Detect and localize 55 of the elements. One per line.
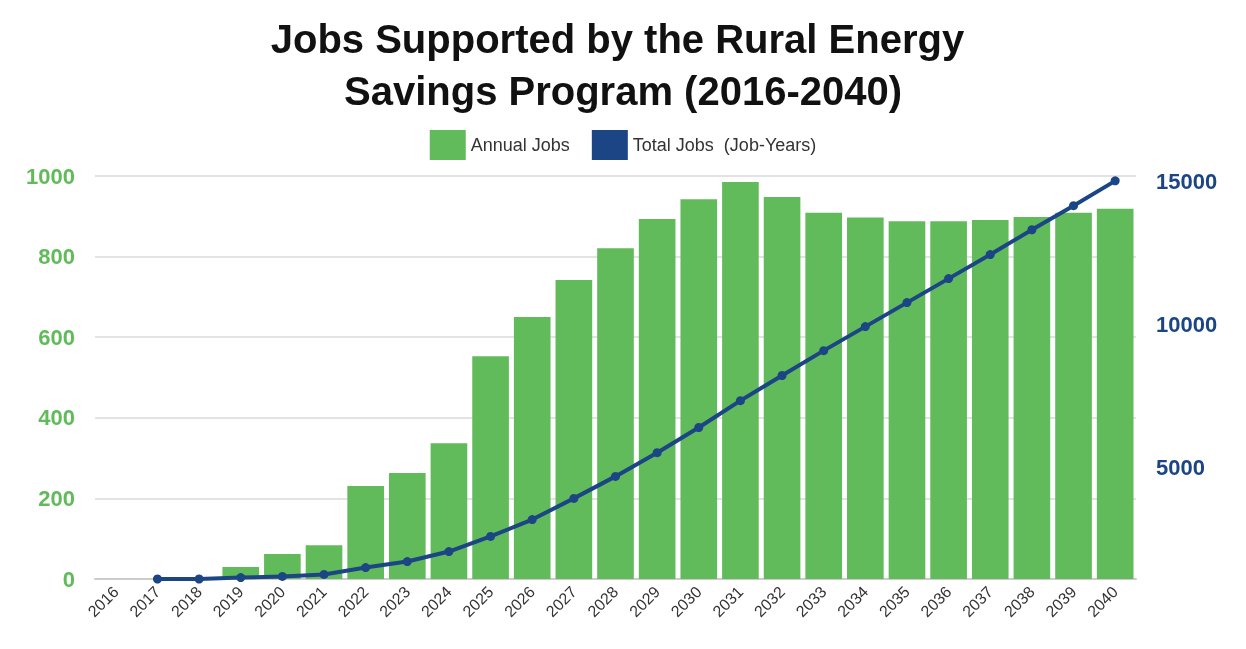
- bar: [971, 219, 1009, 579]
- bar: [513, 317, 551, 579]
- point: [236, 573, 246, 583]
- bar: [1096, 208, 1134, 579]
- point: [194, 574, 204, 584]
- bar: [930, 221, 967, 579]
- bar: [472, 356, 509, 579]
- bar: [638, 219, 676, 579]
- point: [694, 423, 704, 433]
- point: [819, 346, 829, 356]
- legend-label: Annual Jobs: [470, 135, 570, 155]
- point: [1027, 225, 1037, 235]
- point: [985, 250, 995, 260]
- bar: [722, 182, 759, 579]
- y2-tick-label: 15000: [1156, 169, 1218, 195]
- point: [1069, 201, 1079, 211]
- point: [735, 396, 745, 406]
- point: [277, 571, 287, 581]
- bar: [347, 485, 384, 579]
- y2-tick-label: 10000: [1156, 312, 1218, 338]
- bar: [805, 212, 843, 579]
- point: [652, 448, 662, 458]
- bar: [1055, 212, 1092, 579]
- point: [1110, 176, 1120, 186]
- point: [402, 557, 412, 567]
- point: [944, 274, 954, 284]
- point: [319, 569, 329, 579]
- point: [152, 574, 162, 584]
- point: [777, 371, 787, 380]
- bar: [847, 217, 884, 579]
- y-tick-label: 1000: [26, 163, 75, 189]
- bar: [888, 221, 926, 579]
- y-tick-label: 200: [38, 485, 75, 511]
- bar: [680, 199, 718, 579]
- point: [569, 493, 579, 503]
- point: [611, 471, 620, 481]
- bar: [763, 196, 801, 579]
- y-tick-label: 600: [38, 324, 75, 350]
- bar: [1013, 217, 1051, 579]
- point: [860, 322, 870, 332]
- point: [361, 563, 371, 573]
- point: [444, 547, 454, 557]
- chart-title: Jobs Supported by the Rural Energy Savings Program (2016-2040): [270, 17, 976, 113]
- bar: [597, 248, 634, 579]
- point: [527, 515, 537, 525]
- bar: [555, 279, 593, 579]
- bar: [388, 473, 426, 579]
- y-tick-label: 400: [38, 405, 75, 431]
- bar: [430, 443, 468, 579]
- y-tick-label: 0: [62, 566, 75, 592]
- y2-tick-label: 5000: [1156, 455, 1205, 481]
- y-tick-label: 800: [38, 244, 75, 270]
- legend-label: Total Jobs (Job-Years): [632, 135, 817, 155]
- point: [902, 298, 912, 308]
- point: [486, 531, 496, 541]
